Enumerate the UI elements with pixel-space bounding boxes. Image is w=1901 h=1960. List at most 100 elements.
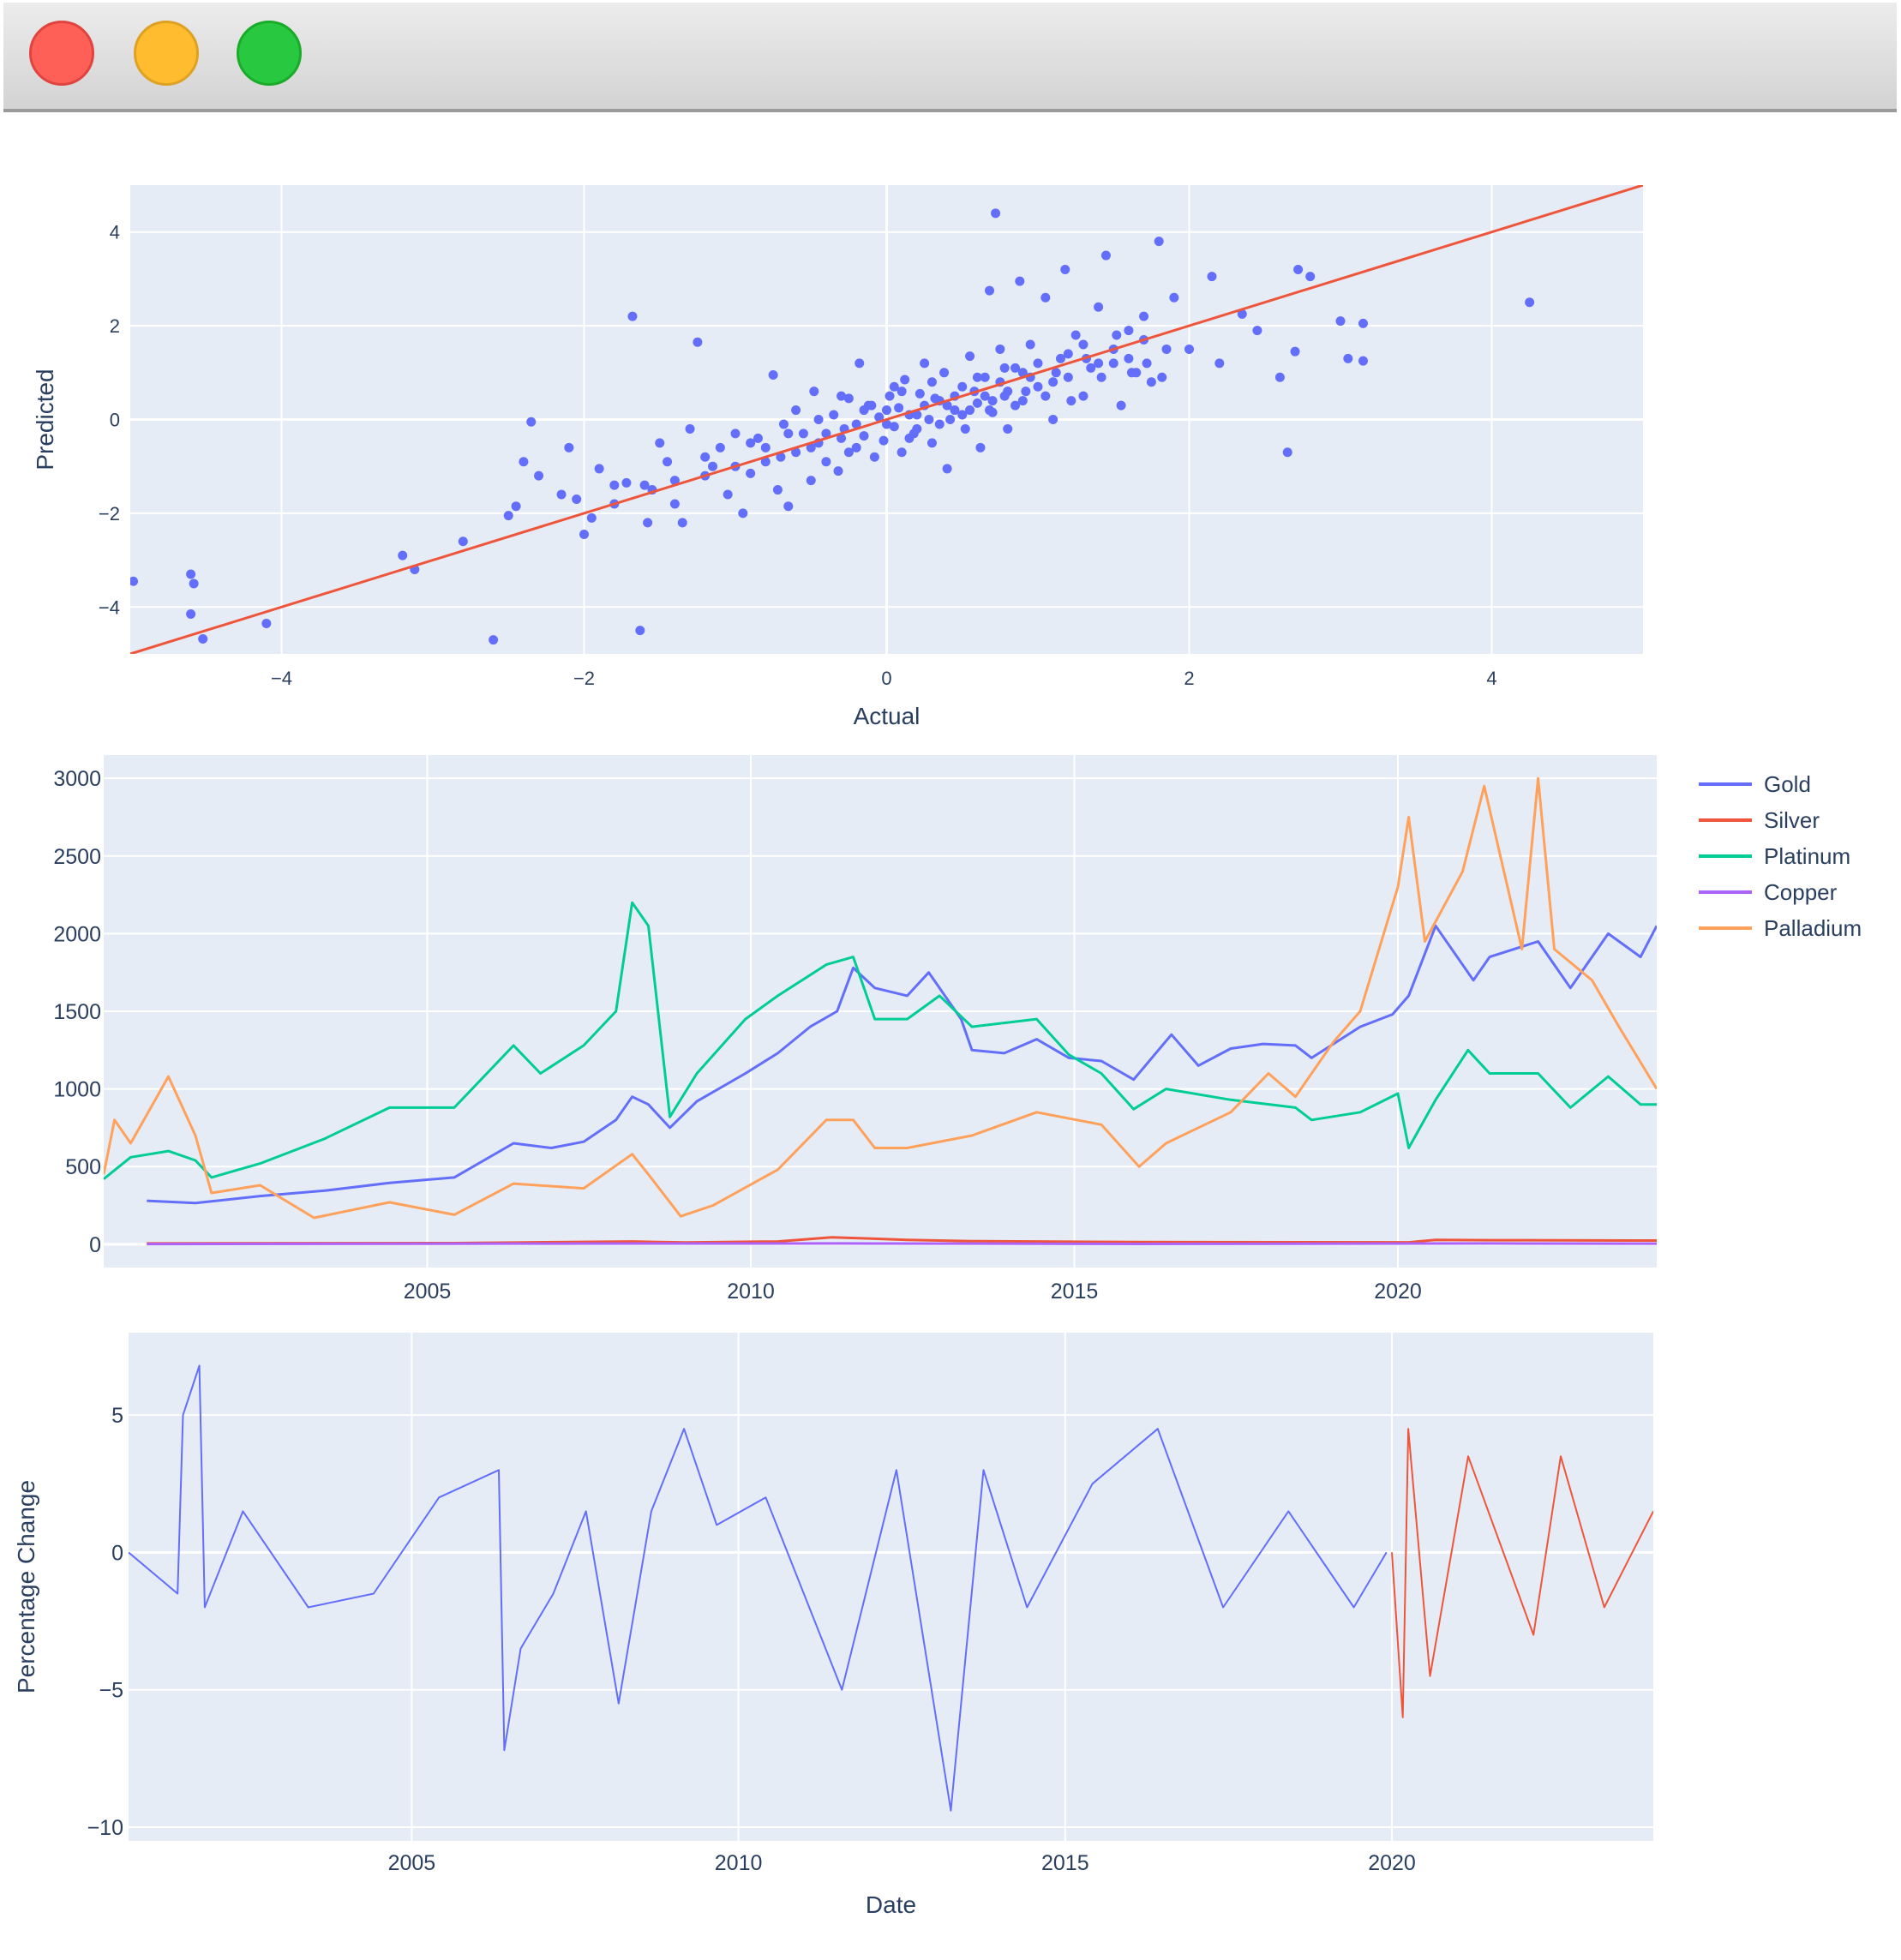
- scatter-point: [945, 415, 956, 424]
- title-bar: [3, 3, 1897, 112]
- maximize-window-button[interactable]: [237, 21, 302, 86]
- scatter-point: [776, 452, 786, 462]
- x-tick-label: 2010: [727, 1280, 775, 1304]
- y-tick-label: 4: [110, 222, 120, 243]
- scatter-point: [972, 398, 982, 408]
- scatter-point: [991, 208, 1001, 219]
- scatter-point: [760, 457, 771, 467]
- series-line-silver: [147, 1236, 1657, 1245]
- scatter-point: [186, 609, 196, 620]
- y-axis-title: Percentage Change: [13, 1480, 39, 1693]
- scatter-point: [261, 618, 272, 628]
- scatter-point: [1078, 391, 1088, 401]
- scatter-point: [746, 438, 756, 448]
- scatter-point: [798, 429, 808, 439]
- scatter-point: [879, 435, 889, 446]
- scatter-point: [1051, 368, 1061, 378]
- scatter-point: [957, 410, 968, 420]
- scatter-point: [965, 405, 975, 416]
- series-line-gold: [147, 924, 1657, 1205]
- x-tick-label: 0: [881, 668, 891, 689]
- scatter-point: [1025, 339, 1035, 350]
- scatter-point: [1048, 377, 1058, 387]
- y-tick-label: 2: [110, 315, 120, 337]
- scatter-point: [1126, 368, 1136, 378]
- scatter-point: [920, 358, 930, 369]
- scatter-point: [833, 466, 843, 477]
- scatter-point: [1048, 415, 1058, 424]
- x-tick-label: 2005: [404, 1280, 452, 1304]
- scatter-point: [1214, 358, 1225, 369]
- scatter-point: [859, 405, 869, 416]
- scatter-point: [843, 393, 854, 404]
- scatter-point: [950, 405, 960, 416]
- scatter-point: [806, 442, 816, 453]
- pct-series: [129, 1364, 1653, 1812]
- prices-chart: 2005 2010 2015 2020 0 500 1000 1500 2000 2500 3000…: [53, 755, 1862, 1304]
- scatter-point: [957, 381, 968, 392]
- scatter-point: [924, 415, 934, 424]
- scatter-point: [894, 403, 904, 413]
- prices-series: [104, 776, 1657, 1246]
- x-tick-label: 2005: [388, 1851, 436, 1875]
- legend: Gold Silver Platinum Copper Palladium: [1699, 771, 1862, 941]
- scatter-point: [995, 344, 1005, 354]
- y-tick-label: 0: [110, 410, 120, 431]
- series-line-platinum: [104, 901, 1657, 1180]
- scatter-point: [586, 512, 597, 523]
- scatter-point: [1290, 346, 1300, 357]
- x-tick-label: 2: [1184, 668, 1194, 689]
- scatter-point: [1252, 326, 1262, 336]
- scatter-point: [1207, 272, 1217, 282]
- scatter-point: [738, 508, 748, 518]
- x-tick-label: 4: [1486, 668, 1496, 689]
- scatter-point: [772, 485, 783, 495]
- scatter-point: [1060, 264, 1070, 274]
- scatter-point: [912, 410, 922, 420]
- close-window-button[interactable]: [29, 21, 94, 86]
- scatter-point: [669, 476, 680, 486]
- scatter-point: [930, 393, 940, 404]
- x-tick-label: −4: [271, 668, 292, 689]
- scatter-point: [621, 477, 632, 488]
- scatter-point: [639, 480, 650, 490]
- scatter-point: [398, 550, 408, 560]
- scatter-point: [1021, 387, 1031, 397]
- scatter-point: [912, 423, 922, 434]
- scatter-point: [534, 471, 544, 481]
- scatter-point: [489, 635, 499, 645]
- scatter-point: [1094, 358, 1104, 369]
- scatter-point: [1003, 387, 1013, 397]
- scatter-point: [927, 438, 937, 448]
- pct-change-chart: 2005 2010 2015 2020 5 0 −5 −10 Date Percentage Ch…: [13, 1333, 1653, 1918]
- scatter-point: [1010, 363, 1021, 373]
- scatter-series: [130, 185, 1643, 654]
- scatter-point: [859, 431, 869, 441]
- scatter-point: [972, 372, 982, 382]
- scatter-point: [760, 442, 771, 453]
- scatter-point: [915, 388, 925, 399]
- scatter-point: [813, 415, 824, 424]
- scatter-point: [885, 391, 895, 401]
- scatter-point: [1040, 391, 1051, 401]
- y-tick-label: −2: [99, 503, 120, 524]
- scatter-point: [1070, 330, 1081, 340]
- scatter-point: [130, 576, 139, 586]
- scatter-point: [867, 400, 877, 411]
- scatter-point: [999, 363, 1010, 373]
- scatter-point: [829, 410, 839, 420]
- minimize-window-button[interactable]: [134, 21, 199, 86]
- scatter-point: [1169, 292, 1179, 303]
- scatter-point: [609, 480, 620, 490]
- scatter-point: [1157, 372, 1167, 382]
- scatter-point: [1358, 318, 1368, 328]
- scatter-point: [1055, 353, 1065, 363]
- scatter-point: [791, 405, 801, 416]
- x-axis-title: Actual: [854, 703, 921, 729]
- scatter-point: [1305, 272, 1316, 282]
- scatter-point: [1015, 276, 1025, 286]
- scatter-point: [897, 387, 907, 397]
- scatter-point: [1100, 250, 1111, 261]
- scatter-point: [677, 518, 687, 528]
